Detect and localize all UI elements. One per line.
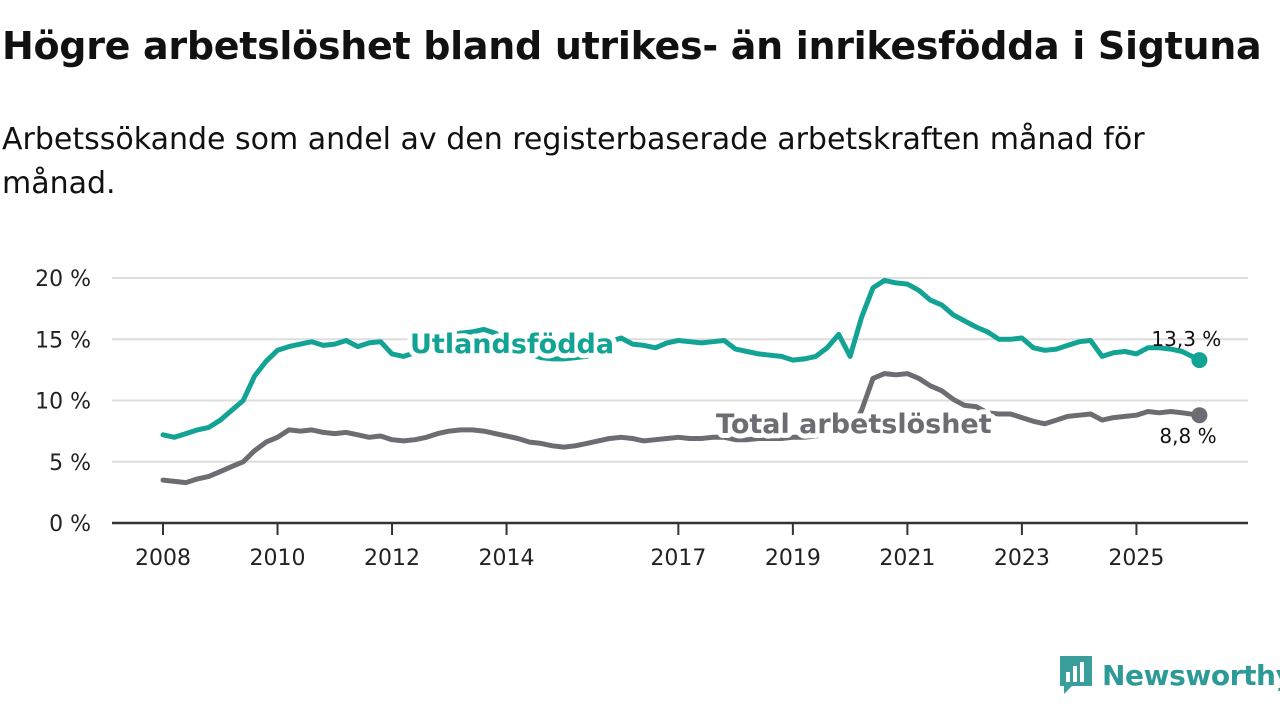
endpoint-utlandsfodda (1191, 352, 1208, 369)
y-tick-label: 0 % (49, 512, 91, 537)
x-axis-ticks: 2008 2010 2012 2014 2017 2019 2021 2023 2025 (135, 523, 1164, 571)
line-chart: 0 %5 %10 %15 %20 % 2008 2010 2012 2014 2017 2… (35, 267, 1248, 571)
x-tick-label: 2023 (994, 546, 1050, 571)
y-tick-label: 20 % (35, 267, 91, 292)
end-label-utlandsfodda: 13,3 % (1151, 327, 1221, 351)
chart-subtitle: Arbetssökande som andel av den registerb… (2, 122, 1145, 201)
x-tick-label: 2008 (135, 546, 191, 571)
y-axis-ticks: 0 % 5 % 10 % 15 % 20 % (35, 267, 91, 537)
end-label-total: 8,8 % (1159, 424, 1216, 448)
x-tick-label: 2017 (650, 546, 706, 571)
x-tick-label: 2019 (765, 546, 821, 571)
series-label-total: Total arbetslöshet (716, 409, 992, 440)
newsworthy-logo-icon (1060, 656, 1092, 694)
chart-title: Högre arbetslöshet bland utrikes- än inr… (2, 24, 1262, 68)
x-tick-label: 2010 (250, 546, 306, 571)
y-tick-label: 5 % (49, 451, 91, 476)
series-line-utlandsfodda (160, 277, 1202, 440)
series-label-utlandsfodda: Utlandsfödda (410, 329, 614, 360)
series-labels: 8,8 % Total arbetslöshet 13,3 % Utlandsfödd… (405, 324, 1221, 448)
x-tick-label: 2012 (364, 546, 420, 571)
series-line-total (160, 371, 1202, 486)
x-tick-label: 2021 (879, 546, 935, 571)
x-tick-label: 2014 (479, 546, 535, 571)
y-tick-label: 10 % (35, 390, 91, 415)
series-lines (160, 277, 1208, 486)
brand-name: Newsworthy (1102, 658, 1280, 692)
endpoint-total (1191, 407, 1208, 424)
x-tick-label: 2025 (1108, 546, 1164, 571)
y-tick-label: 15 % (35, 328, 91, 353)
newsworthy-logo: Newsworthy (1058, 654, 1280, 696)
